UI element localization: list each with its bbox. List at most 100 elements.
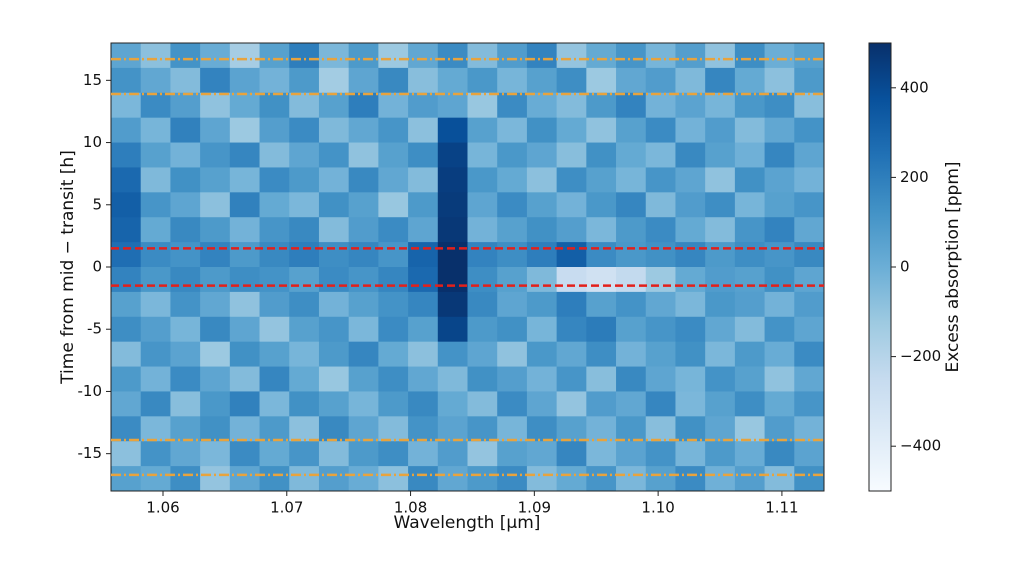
heatmap-cell bbox=[586, 242, 617, 268]
heatmap-cell bbox=[764, 341, 795, 367]
heatmap-cell bbox=[497, 167, 528, 193]
heatmap-cell bbox=[794, 391, 825, 417]
heatmap-cell bbox=[200, 67, 231, 94]
heatmap-cell bbox=[734, 267, 765, 293]
heatmap-cell bbox=[378, 316, 409, 343]
heatmap-cell bbox=[170, 267, 201, 293]
heatmap-cell bbox=[111, 391, 142, 417]
heatmap-cell bbox=[348, 316, 379, 343]
heatmap-cell bbox=[764, 217, 795, 243]
heatmap-cell bbox=[348, 341, 379, 367]
heatmap-cell bbox=[556, 67, 587, 94]
heatmap-cell bbox=[467, 192, 498, 218]
heatmap-cell bbox=[437, 92, 468, 119]
heatmap-cell bbox=[378, 366, 409, 392]
heatmap-cell bbox=[348, 43, 379, 69]
heatmap-cell bbox=[467, 466, 498, 492]
heatmap-cell bbox=[111, 291, 142, 318]
heatmap-cell bbox=[259, 167, 290, 193]
heatmap-cell bbox=[318, 316, 350, 343]
y-axis-label: Time from mid − transit [h] bbox=[58, 150, 78, 385]
x-tick-label: 1.11 bbox=[765, 499, 798, 517]
heatmap-cell bbox=[200, 416, 231, 442]
heatmap-cell bbox=[764, 92, 795, 119]
heatmap-cell bbox=[526, 341, 558, 367]
heatmap-cell bbox=[645, 67, 676, 94]
heatmap-cell bbox=[437, 142, 468, 168]
heatmap-cell bbox=[408, 242, 439, 268]
heatmap-cell bbox=[140, 167, 171, 193]
heatmap-cell bbox=[794, 117, 825, 143]
heatmap-cell bbox=[318, 291, 350, 318]
heatmap-cell bbox=[586, 466, 617, 492]
heatmap-cell bbox=[318, 441, 350, 467]
heatmap-cell bbox=[497, 67, 528, 94]
heatmap-cell bbox=[616, 217, 647, 243]
heatmap-cell bbox=[437, 316, 468, 343]
heatmap-cell bbox=[318, 391, 350, 417]
heatmap-cell bbox=[318, 92, 350, 119]
heatmap-cell bbox=[586, 117, 617, 143]
heatmap-cell bbox=[705, 167, 736, 193]
heatmap-cell bbox=[675, 391, 706, 417]
heatmap-cell bbox=[705, 391, 736, 417]
heatmap-cell bbox=[645, 267, 676, 293]
heatmap-cell bbox=[586, 192, 617, 218]
heatmap-cell bbox=[229, 67, 260, 94]
heatmap-cell bbox=[705, 366, 736, 392]
heatmap-cell bbox=[586, 391, 617, 417]
heatmap-cell bbox=[140, 117, 171, 143]
heatmap-cell bbox=[734, 391, 765, 417]
heatmap-cell bbox=[140, 441, 171, 467]
heatmap-cell bbox=[259, 416, 290, 442]
heatmap-cell bbox=[645, 167, 676, 193]
heatmap-cell bbox=[200, 391, 231, 417]
heatmap-cell bbox=[408, 67, 439, 94]
heatmap-cell bbox=[229, 441, 260, 467]
heatmap-cell bbox=[794, 142, 825, 168]
heatmap-cell bbox=[348, 391, 379, 417]
heatmap-cell bbox=[586, 416, 617, 442]
heatmap-cell bbox=[616, 117, 647, 143]
heatmap-cell bbox=[586, 67, 617, 94]
heatmap-cell bbox=[586, 316, 617, 343]
heatmap-cell bbox=[586, 291, 617, 318]
heatmap-cell bbox=[378, 167, 409, 193]
heatmap-cell bbox=[378, 466, 409, 492]
heatmap-cell bbox=[764, 441, 795, 467]
heatmap-cell bbox=[437, 117, 468, 143]
heatmap-cell bbox=[318, 67, 350, 94]
x-tick-label: 1.10 bbox=[641, 499, 674, 517]
heatmap-cell bbox=[586, 366, 617, 392]
heatmap-cell bbox=[526, 67, 558, 94]
heatmap-cell bbox=[526, 441, 558, 467]
heatmap-cell bbox=[140, 416, 171, 442]
heatmap-cell bbox=[111, 366, 142, 392]
heatmap-cell bbox=[764, 192, 795, 218]
heatmap-cell bbox=[200, 267, 231, 293]
heatmap-cell bbox=[200, 242, 231, 268]
heatmap-cell bbox=[229, 217, 260, 243]
heatmap-cell bbox=[764, 67, 795, 94]
heatmap-cell bbox=[318, 242, 350, 268]
heatmap-cell bbox=[734, 43, 765, 69]
heatmap-cell bbox=[586, 92, 617, 119]
heatmap-cell bbox=[794, 416, 825, 442]
heatmap-cell bbox=[734, 416, 765, 442]
heatmap-cell bbox=[229, 192, 260, 218]
heatmap-cell bbox=[200, 192, 231, 218]
heatmap-cell bbox=[170, 466, 201, 492]
heatmap-cell bbox=[140, 267, 171, 293]
heatmap-cell bbox=[526, 117, 558, 143]
heatmap-cell bbox=[111, 267, 142, 293]
heatmap-cell bbox=[408, 167, 439, 193]
heatmap-cell bbox=[675, 316, 706, 343]
heatmap-cell bbox=[170, 192, 201, 218]
heatmap-cell bbox=[675, 466, 706, 492]
heatmap-cell bbox=[526, 217, 558, 243]
heatmap-cell bbox=[675, 366, 706, 392]
heatmap-cell bbox=[229, 242, 260, 268]
colorbar-tick-label: −200 bbox=[900, 347, 941, 365]
heatmap-cell bbox=[467, 366, 498, 392]
heatmap-cell bbox=[675, 291, 706, 318]
